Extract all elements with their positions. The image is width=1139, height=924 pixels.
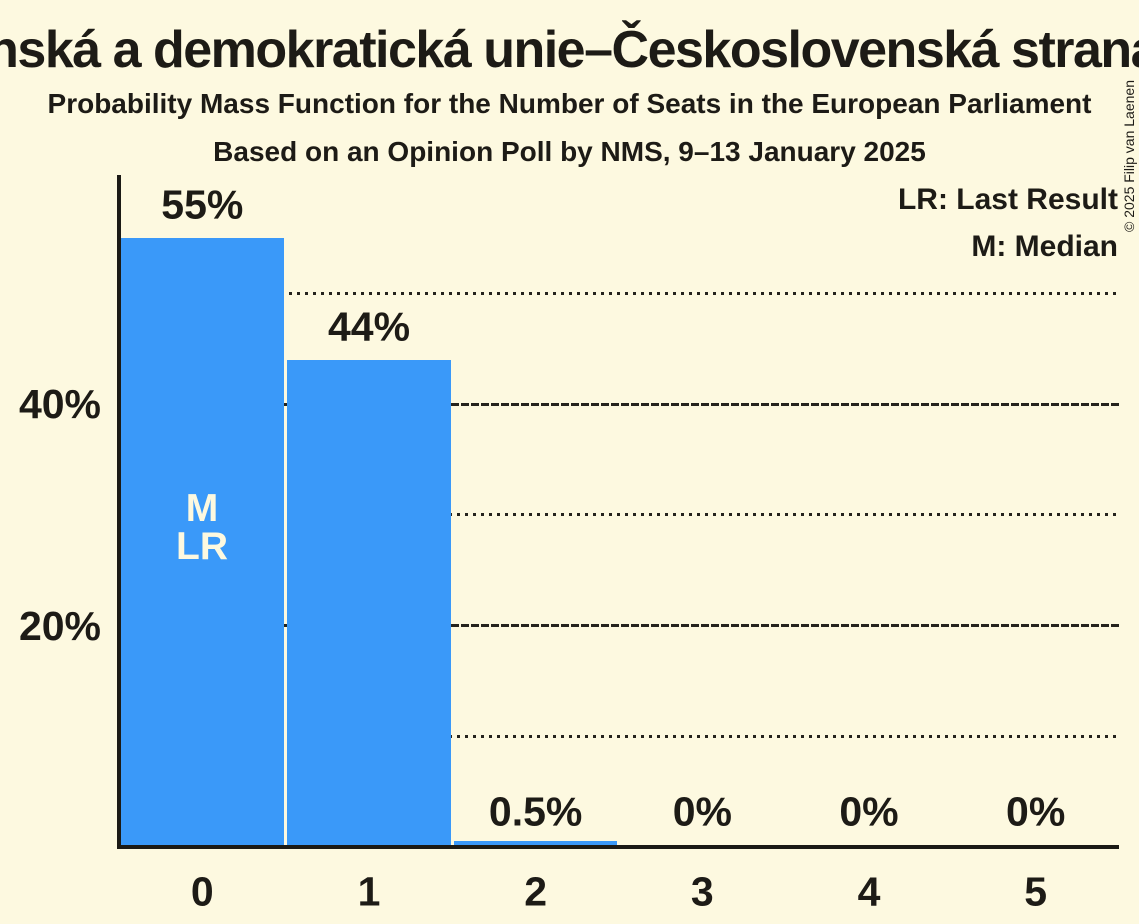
gridline-30 [121,513,1119,517]
x-tick-label-2: 2 [524,868,548,915]
bar-value-label-0: 55% [161,181,244,228]
median-marker: M [185,487,219,530]
bar-seat-1 [287,360,451,847]
bar-value-label-5: 0% [1006,788,1066,835]
legend-last-result: LR: Last Result [897,183,1118,216]
x-tick-label-0: 0 [190,868,214,915]
gridline-50 [121,292,1119,295]
y-axis-label-40: 40% [18,381,101,428]
bar-value-label-2: 0.5% [488,788,583,835]
copyright-notice: © 2025 Filip van Laenen [1121,80,1137,232]
gridline-10 [121,734,1119,738]
x-tick-label-3: 3 [690,868,714,915]
chart-legend: LR: Last Result M: Median [898,176,1118,270]
y-axis-line [117,175,121,849]
chart-poll-source: Based on an Opinion Poll by NMS, 9–13 Ja… [213,136,926,167]
bar-seat-2 [453,841,618,847]
x-tick-label-4: 4 [857,868,881,915]
x-axis-line [117,845,1119,849]
bar-value-label-3: 0% [672,788,732,835]
bar-seat-0 [120,238,285,847]
gridline-20 [121,624,1119,628]
median-last-result-annotation: M LR [176,487,228,568]
last-result-marker: LR [176,525,228,568]
y-axis-label-20: 20% [18,602,101,649]
chart-title: Křesťanská a demokratická unie–Českoslov… [0,21,1139,79]
bar-value-label-4: 0% [839,788,899,835]
legend-median: M: Median [971,230,1118,263]
bar-value-label-1: 44% [327,303,411,350]
chart-subtitle: Probability Mass Function for the Number… [47,88,1092,119]
x-tick-label-5: 5 [1024,868,1048,915]
x-tick-label-1: 1 [357,868,381,915]
gridline-40 [121,402,1119,406]
